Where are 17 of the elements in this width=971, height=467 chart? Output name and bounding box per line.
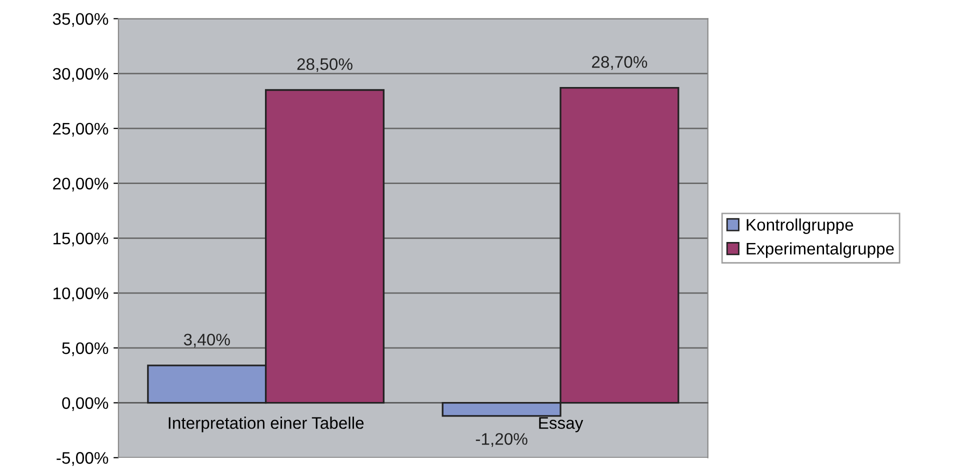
x-tick-label: Interpretation einer Tabelle bbox=[168, 416, 364, 432]
legend-label: Experimentalgruppe bbox=[746, 242, 894, 258]
y-tick-label: 20,00% bbox=[53, 178, 108, 192]
y-tick-label: 15,00% bbox=[53, 232, 108, 246]
y-tick-label: 10,00% bbox=[53, 287, 108, 302]
data-label: 28,50% bbox=[297, 58, 352, 72]
x-tick-label: Essay bbox=[539, 417, 584, 432]
data-label: 28,70% bbox=[592, 56, 648, 70]
data-label: -1,20% bbox=[476, 433, 528, 447]
y-tick-label: 0,00% bbox=[62, 397, 108, 411]
y-tick-label: 25,00% bbox=[53, 122, 108, 137]
y-tick-label: 30,00% bbox=[52, 68, 108, 82]
legend-label: Kontrollgruppe bbox=[746, 218, 854, 234]
y-tick-label: -5,00% bbox=[56, 452, 108, 466]
y-tick-label: 5,00% bbox=[62, 342, 108, 356]
y-tick-label: 35,00% bbox=[52, 13, 108, 27]
data-label: 3,40% bbox=[184, 334, 230, 348]
